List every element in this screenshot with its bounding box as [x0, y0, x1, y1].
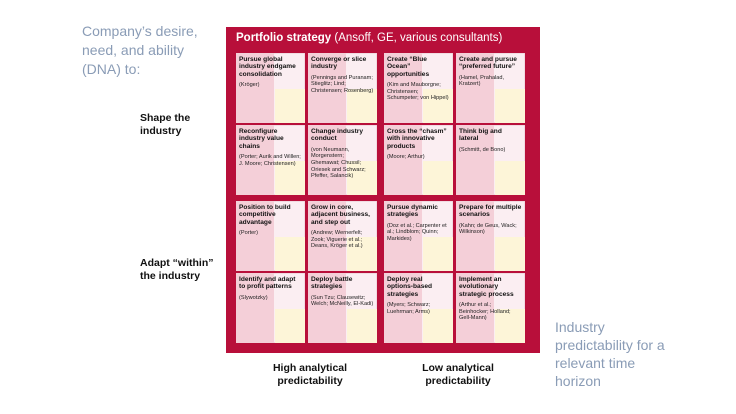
- industry-predictability-label: Industry predictability for a relevant t…: [555, 319, 665, 389]
- row-label-shape: Shape the industry: [140, 112, 191, 137]
- panel-title: Portfolio strategy (Ansoff, GE, various …: [236, 32, 502, 44]
- card-refs: (Kim and Mauborgne; Christensen; Schumpe…: [387, 82, 449, 102]
- strategy-card: Implement an evolutionary strategic proc…: [456, 273, 525, 343]
- row-label-adapt: Adapt “within” the industry: [140, 257, 214, 282]
- card-title: Reconfigure industry value chains: [239, 128, 284, 150]
- strategy-card: Cross the “chasm” with innovative produc…: [384, 125, 453, 195]
- card-refs: (Pennings and Puranam; Stieglitz; Lind; …: [311, 74, 374, 94]
- card-refs: (Andrew; Wernerfelt; Zook; Viguerie et a…: [311, 230, 363, 250]
- card-title: Deploy real options-based strategies: [387, 276, 433, 298]
- card-title: Converge or slice industry: [311, 56, 367, 71]
- card-refs: (Arthur et al.; Beinhocker; Holland; Gel…: [459, 302, 511, 322]
- col-label-low: Low analytical predictability: [422, 362, 494, 387]
- strategy-card: Create and pursue “preferred future” (Ham…: [456, 53, 525, 123]
- strategy-card: Pursue global industry endgame consolida…: [236, 53, 305, 123]
- strategy-card: Grow in core, adjacent business, and ste…: [308, 201, 377, 271]
- strategy-card: Think big and lateral (Schmitt, de Bono): [456, 125, 525, 195]
- card-refs: (Kröger): [239, 82, 260, 89]
- card-refs: (Schmitt, de Bono): [459, 146, 506, 153]
- card-title: Position to build competitive advantage: [239, 204, 291, 226]
- card-title: Create and pursue “preferred future”: [459, 56, 517, 71]
- card-refs: (Porter): [239, 230, 258, 237]
- card-title: Identify and adapt to profit patterns: [239, 276, 296, 291]
- strategy-card: Identify and adapt to profit patterns (Sl…: [236, 273, 305, 343]
- strategy-card: Deploy real options-based strategies (Mye…: [384, 273, 453, 343]
- card-refs: (Sun Tzu; Clausewitz; Welch; McNeilly, E…: [311, 294, 374, 308]
- card-refs: (Slywotzky): [239, 294, 268, 301]
- strategy-card: Pursue dynamic strategies (Doz et al.; Ca…: [384, 201, 453, 271]
- card-refs: (Myers; Schwarz; Luehrman; Arms): [387, 302, 431, 315]
- col-label-high: High analytical predictability: [272, 362, 348, 387]
- dna-intro-label: Company’s desire, need, and ability (DNA…: [82, 23, 198, 77]
- card-title: Pursue global industry endgame consolida…: [239, 56, 296, 78]
- strategy-card: Deploy battle strategies (Sun Tzu; Clause…: [308, 273, 377, 343]
- strategy-card: Converge or slice industry (Pennings and …: [308, 53, 377, 123]
- card-title: Implement an evolutionary strategic proc…: [459, 276, 514, 298]
- card-title: Deploy battle strategies: [311, 276, 353, 291]
- card-refs: (von Neumann, Morgenstern; Ghemawat; Chu…: [311, 146, 366, 180]
- panel-title-rest: (Ansoff, GE, various consultants): [331, 32, 503, 44]
- card-refs: (Porter; Aurik and Willen; J. Moore; Chr…: [239, 154, 301, 167]
- card-refs: (Moore; Arthur): [387, 154, 425, 161]
- portfolio-strategy-panel: Portfolio strategy (Ansoff, GE, various …: [226, 27, 540, 353]
- card-title: Think big and lateral: [459, 128, 502, 143]
- card-refs: (Hamel, Prahalad, Kratzert): [459, 74, 505, 88]
- strategy-card: Create “Blue Ocean” opportunities (Kim an…: [384, 53, 453, 123]
- card-refs: (Kahn; de Geus, Wack; Wilkinson): [459, 222, 517, 236]
- card-title: Grow in core, adjacent business, and ste…: [311, 204, 370, 226]
- panel-title-bold: Portfolio strategy: [236, 32, 332, 44]
- card-title: Create “Blue Ocean” opportunities: [387, 56, 430, 78]
- strategy-card: Change industry conduct (von Neumann, Mor…: [308, 125, 377, 195]
- card-title: Cross the “chasm” with innovative produc…: [387, 128, 447, 150]
- strategy-card: Position to build competitive advantage (…: [236, 201, 305, 271]
- card-title: Pursue dynamic strategies: [387, 204, 438, 219]
- card-title: Change industry conduct: [311, 128, 364, 143]
- strategy-card: Prepare for multiple scenarios (Kahn; de …: [456, 201, 525, 271]
- card-refs: (Doz et al.; Carpenter et al.; Lindblom;…: [387, 222, 447, 242]
- card-title: Prepare for multiple scenarios: [459, 204, 522, 219]
- strategy-card: Reconfigure industry value chains (Porter…: [236, 125, 305, 195]
